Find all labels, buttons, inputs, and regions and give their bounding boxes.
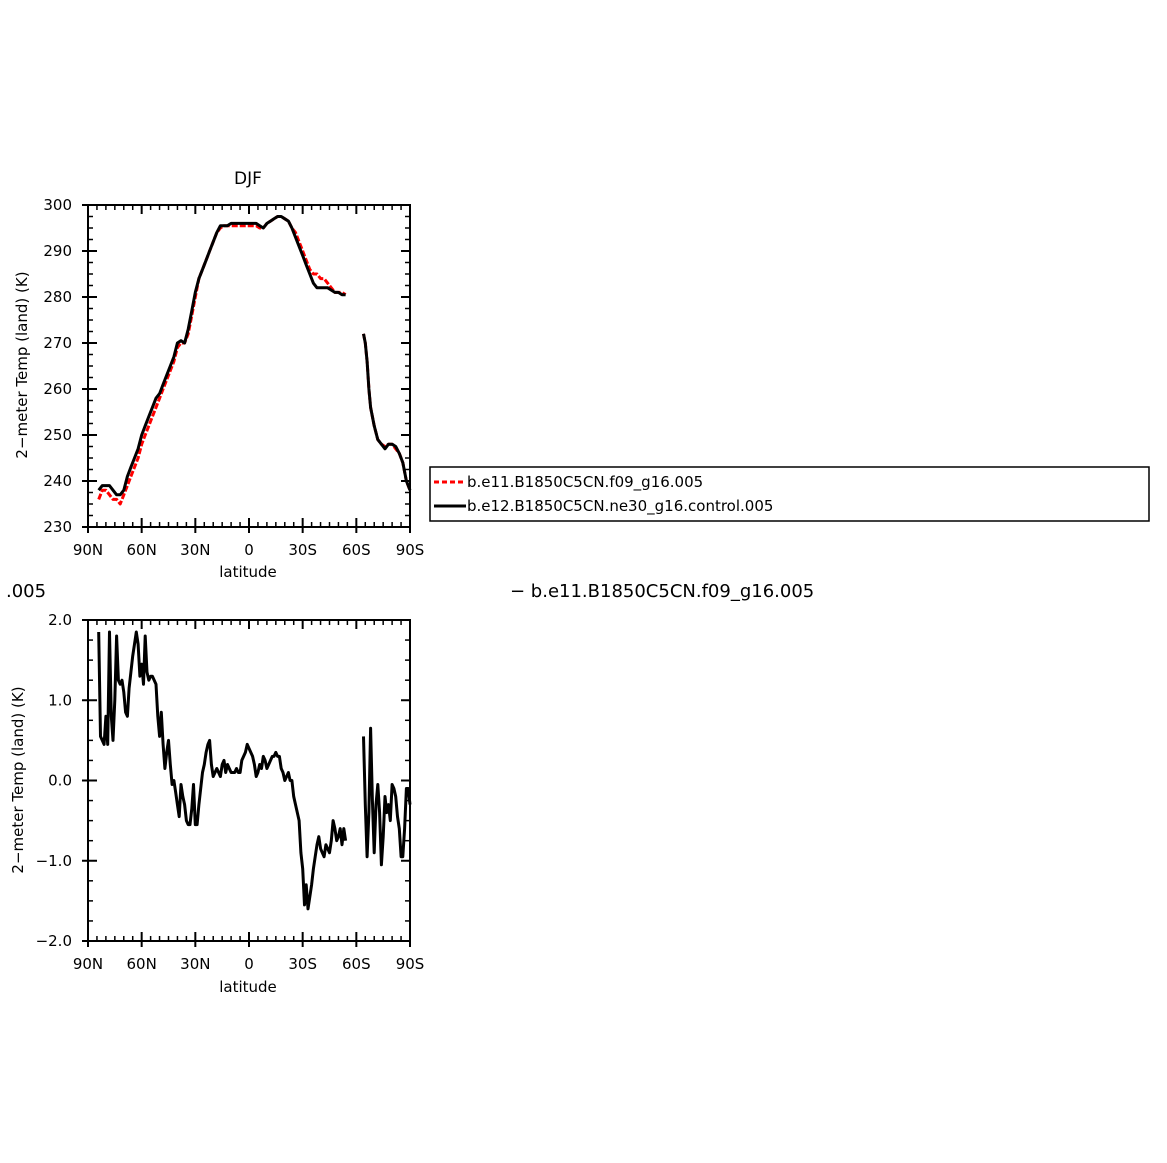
bottom-ytick-label: −1.0 xyxy=(36,852,72,870)
bottom-plot-frame xyxy=(87,619,411,942)
top-ylabel: 2−meter Temp (land) (K) xyxy=(13,271,31,458)
top-xtick-label: 90S xyxy=(396,541,425,559)
legend-label-2: b.e12.B1850C5CN.ne30_g16.control.005 xyxy=(467,497,773,516)
top-xtick-label: 30S xyxy=(288,541,317,559)
bottom-xtick-label: 30S xyxy=(288,955,317,973)
top-ytick-label: 280 xyxy=(43,288,72,306)
top-panel: DJF 90N 60N 30N 0 30S 60S 90S 230 240 250 260 270 28… xyxy=(13,169,424,581)
top-ytick-label: 240 xyxy=(43,472,72,490)
bottom-ylabel: 2−meter Temp (land) (K) xyxy=(9,686,27,873)
bottom-plot-area: 90N 60N 30N 0 30S 60S 90S −2.0 −1.0 0.0 1.0 2.0 xyxy=(36,611,425,973)
bottom-series-1-line-1 xyxy=(97,630,348,911)
top-ytick-label: 300 xyxy=(43,196,72,214)
top-ytick-label: 250 xyxy=(43,426,72,444)
diff-title-right: − b.e11.B1850C5CN.f09_g16.005 xyxy=(510,581,814,602)
top-xtick-label: 0 xyxy=(244,541,254,559)
bottom-xtick-label: 0 xyxy=(244,955,254,973)
diff-title-left: .005 xyxy=(6,581,46,602)
top-ytick-label: 290 xyxy=(43,242,72,260)
bottom-ytick-label: 2.0 xyxy=(48,611,72,629)
legend-box xyxy=(429,466,1150,522)
bottom-xtick-label: 90S xyxy=(396,955,425,973)
top-xtick-label: 60N xyxy=(127,541,157,559)
top-xlabel: latitude xyxy=(219,563,277,581)
top-xtick-label: 90N xyxy=(73,541,103,559)
top-plot-frame xyxy=(87,204,411,528)
bottom-ytick-label: 1.0 xyxy=(48,691,72,709)
top-plot-area: 90N 60N 30N 0 30S 60S 90S 230 240 250 260 270 280 290… xyxy=(43,196,424,559)
bottom-xlabel: latitude xyxy=(219,978,277,996)
top-series-1-line-1 xyxy=(97,215,347,506)
top-chart-title: DJF xyxy=(234,169,262,189)
bottom-xtick-label: 30N xyxy=(180,955,210,973)
top-ytick-label: 260 xyxy=(43,380,72,398)
legend: b.e11.B1850C5CN.f09_g16.005 b.e12.B1850C… xyxy=(429,466,1150,522)
bottom-xtick-label: 60S xyxy=(342,955,371,973)
top-ytick-label: 270 xyxy=(43,334,72,352)
top-series-2-line-1 xyxy=(97,215,346,497)
bottom-panel: 90N 60N 30N 0 30S 60S 90S −2.0 −1.0 0.0 1.0 2.0 lat… xyxy=(9,611,424,996)
bottom-ytick-label: −2.0 xyxy=(36,932,72,950)
legend-label-1: b.e11.B1850C5CN.f09_g16.005 xyxy=(467,473,703,492)
bottom-ytick-label: 0.0 xyxy=(48,772,72,790)
bottom-xtick-label: 60N xyxy=(127,955,157,973)
top-xtick-label: 60S xyxy=(342,541,371,559)
bottom-xtick-label: 90N xyxy=(73,955,103,973)
top-ytick-label: 230 xyxy=(43,518,72,536)
top-xtick-label: 30N xyxy=(180,541,210,559)
top-series-2-line-2 xyxy=(362,333,412,491)
bottom-series-1-line-2 xyxy=(362,726,412,867)
